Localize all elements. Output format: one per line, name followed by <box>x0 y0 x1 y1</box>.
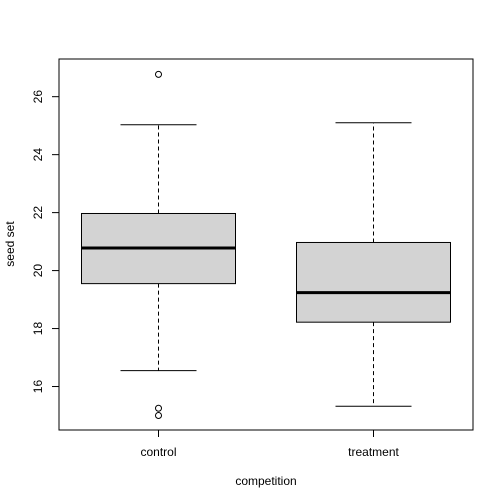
box-treatment <box>296 122 451 407</box>
x-tick-label-treatment: treatment <box>348 445 399 459</box>
x-tick-label-control: control <box>140 445 176 459</box>
box-layer <box>81 70 451 420</box>
y-tick-label: 16 <box>31 380 45 394</box>
y-axis-label: seed set <box>3 221 17 267</box>
x-axis-label: competition <box>235 474 296 488</box>
outlier-point <box>155 404 162 412</box>
outlier-point <box>155 412 162 420</box>
box-control <box>81 70 236 420</box>
y-tick-label: 20 <box>31 264 45 278</box>
iqr-box <box>296 241 451 323</box>
y-tick-label: 18 <box>31 322 45 336</box>
y-tick-label: 22 <box>31 206 45 220</box>
outlier-point <box>155 70 162 78</box>
y-tick-label: 24 <box>31 148 45 162</box>
y-tick-label: 26 <box>31 90 45 104</box>
axis-layer: 16 18 20 22 24 26 control treatment <box>31 90 399 459</box>
